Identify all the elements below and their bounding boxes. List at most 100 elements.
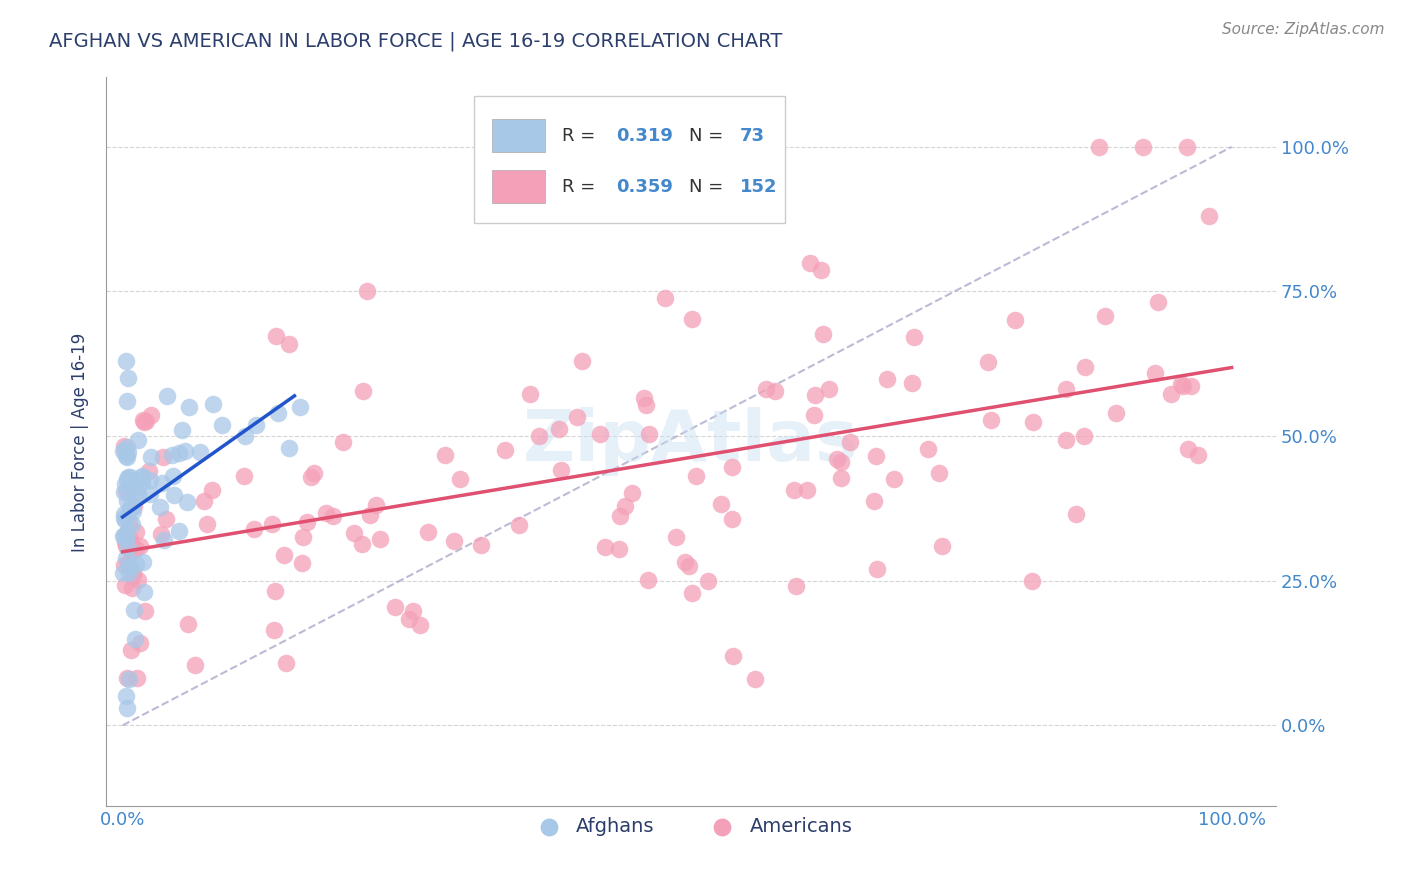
Point xyxy=(114,477,136,491)
Point xyxy=(183,658,205,673)
Point xyxy=(121,569,143,583)
Point xyxy=(112,485,135,500)
Point xyxy=(127,573,149,587)
Point xyxy=(292,530,315,544)
Point xyxy=(267,406,290,420)
Point xyxy=(434,448,457,462)
Point xyxy=(118,672,141,686)
Point xyxy=(139,450,162,465)
Point xyxy=(127,434,149,448)
Point xyxy=(232,468,254,483)
Point xyxy=(149,500,172,515)
Point xyxy=(588,426,610,441)
Point xyxy=(134,603,156,617)
Point xyxy=(548,422,571,436)
Point xyxy=(115,473,138,487)
Point xyxy=(384,600,406,615)
Point xyxy=(977,355,1000,369)
Point xyxy=(931,539,953,553)
Point xyxy=(124,525,146,540)
Point xyxy=(1198,209,1220,223)
Point xyxy=(117,533,139,547)
Point xyxy=(678,559,700,574)
Point xyxy=(155,512,177,526)
Point xyxy=(172,423,194,437)
Point xyxy=(114,513,136,527)
Point xyxy=(862,494,884,508)
Point xyxy=(193,494,215,508)
Point xyxy=(900,376,922,390)
Point xyxy=(1177,442,1199,457)
Point xyxy=(117,540,139,554)
Point xyxy=(156,389,179,403)
Point xyxy=(288,401,311,415)
Point xyxy=(115,531,138,545)
Point xyxy=(302,466,325,480)
Point xyxy=(118,480,141,494)
Point xyxy=(673,555,696,569)
Point xyxy=(352,537,374,551)
Point xyxy=(697,574,720,588)
Point xyxy=(356,285,378,299)
Point xyxy=(876,371,898,385)
Point xyxy=(830,455,852,469)
Point xyxy=(299,469,322,483)
Point xyxy=(111,529,134,543)
Point xyxy=(117,445,139,459)
Point xyxy=(132,415,155,429)
Point xyxy=(681,586,703,600)
Point xyxy=(765,384,787,398)
Text: R =: R = xyxy=(562,127,602,145)
Point xyxy=(115,701,138,715)
Point xyxy=(138,464,160,478)
Point xyxy=(567,410,589,425)
Point xyxy=(117,470,139,484)
Point xyxy=(315,506,337,520)
Point xyxy=(1180,379,1202,393)
Point xyxy=(408,618,430,632)
Point xyxy=(633,391,655,405)
Point xyxy=(637,573,659,587)
Text: 0.319: 0.319 xyxy=(616,127,673,145)
Text: Source: ZipAtlas.com: Source: ZipAtlas.com xyxy=(1222,22,1385,37)
Point xyxy=(1170,377,1192,392)
Text: ZipAtlas: ZipAtlas xyxy=(523,408,859,476)
Point xyxy=(1171,379,1194,393)
Text: 152: 152 xyxy=(740,178,778,195)
Point xyxy=(121,581,143,595)
Point xyxy=(115,527,138,541)
Point xyxy=(120,560,142,574)
Text: N =: N = xyxy=(689,178,728,195)
Point xyxy=(291,556,314,570)
Text: N =: N = xyxy=(689,127,728,145)
Point xyxy=(1022,415,1045,429)
Point xyxy=(264,329,287,343)
Point xyxy=(131,469,153,483)
Point xyxy=(593,540,616,554)
Point xyxy=(297,515,319,529)
Point xyxy=(115,494,138,508)
Point xyxy=(188,445,211,459)
Point xyxy=(117,566,139,580)
Point xyxy=(903,329,925,343)
Point xyxy=(811,326,834,341)
Point xyxy=(1054,382,1077,396)
Point xyxy=(519,386,541,401)
Point xyxy=(755,382,778,396)
Point xyxy=(322,509,344,524)
Point xyxy=(928,466,950,480)
Point xyxy=(162,488,184,502)
Point xyxy=(1094,309,1116,323)
Point xyxy=(118,469,141,483)
Point xyxy=(118,532,141,546)
Point xyxy=(115,690,138,704)
Point xyxy=(115,441,138,455)
Point xyxy=(162,469,184,483)
Point xyxy=(169,445,191,459)
Point xyxy=(1054,434,1077,448)
Point xyxy=(449,473,471,487)
Point xyxy=(152,450,174,465)
Point xyxy=(276,656,298,670)
Point xyxy=(112,439,135,453)
Point xyxy=(124,480,146,494)
